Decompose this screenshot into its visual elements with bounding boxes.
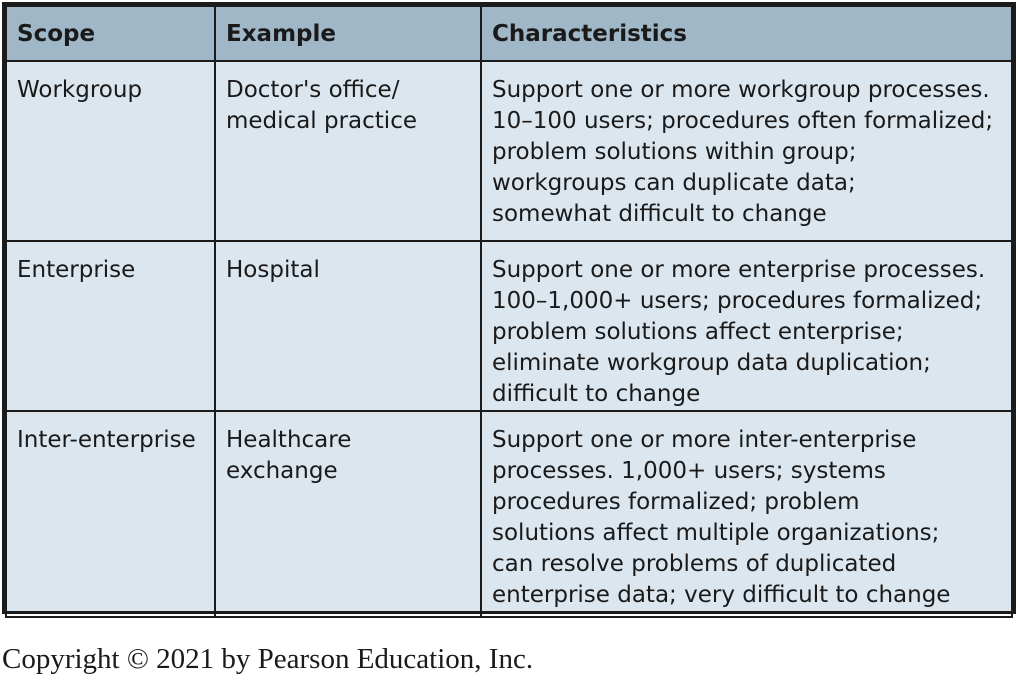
table-row: Enterprise Hospital Support one or more … [5, 240, 1013, 412]
characteristics-cell: Support one or more enterprise processes… [480, 240, 1013, 412]
characteristics-cell: Support one or more workgroup processes.… [480, 60, 1013, 242]
table-row: Inter-enterprise Healthcare exchange Sup… [5, 410, 1013, 618]
scope-cell: Workgroup [5, 60, 216, 242]
table-row: Workgroup Doctor's office/ medical pract… [5, 60, 1013, 242]
example-cell: Hospital [214, 240, 482, 412]
header-example: Example [214, 5, 482, 62]
scope-cell: Inter-enterprise [5, 410, 216, 618]
header-row: Scope Example Characteristics [5, 5, 1013, 62]
characteristics-cell: Support one or more inter-enterprise pro… [480, 410, 1013, 618]
information-systems-scope-table: Scope Example Characteristics Workgroup … [2, 2, 1016, 618]
scope-cell: Enterprise [5, 240, 216, 412]
header-characteristics: Characteristics [480, 5, 1013, 62]
copyright-notice: Copyright © 2021 by Pearson Education, I… [2, 643, 534, 675]
scope-table: Scope Example Characteristics Workgroup … [5, 5, 1013, 618]
example-cell: Doctor's office/ medical practice [214, 60, 482, 242]
header-scope: Scope [5, 5, 216, 62]
example-cell: Healthcare exchange [214, 410, 482, 618]
